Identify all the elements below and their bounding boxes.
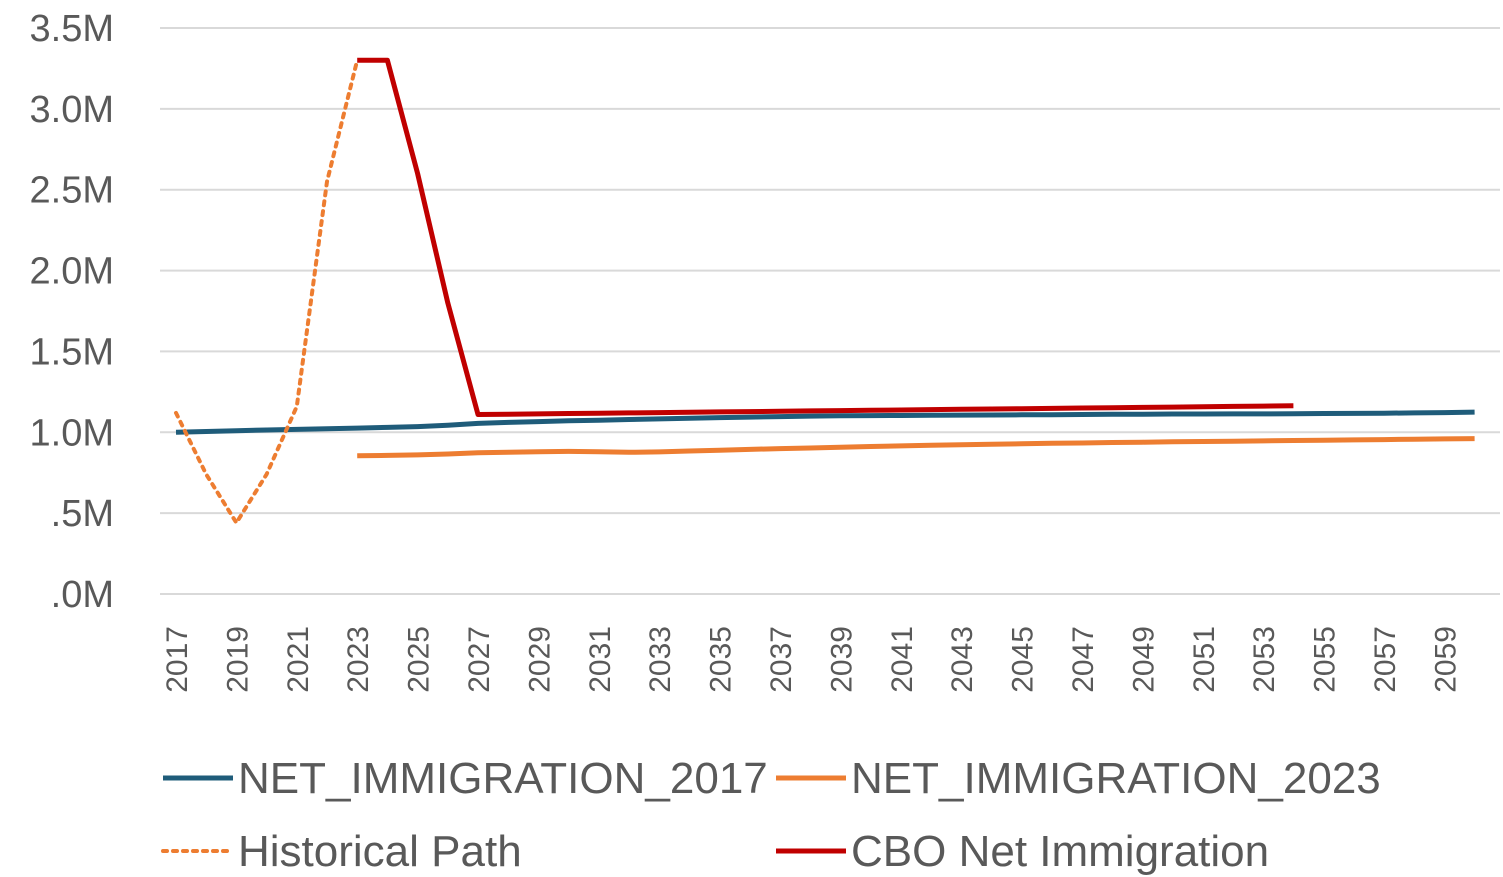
y-tick-label: 2.0M xyxy=(30,251,114,293)
x-tick-label: 2047 xyxy=(1067,626,1100,693)
gridlines xyxy=(160,27,1500,595)
x-tick-label: 2049 xyxy=(1127,626,1160,693)
y-tick-label: .0M xyxy=(51,574,114,616)
x-tick-label: 2053 xyxy=(1248,626,1281,693)
series-line-cbo-net-immigration xyxy=(357,57,1294,417)
x-tick-label: 2041 xyxy=(886,626,919,693)
y-tick-label: 3.5M xyxy=(30,8,114,50)
x-tick-label: 2023 xyxy=(342,626,375,693)
series-line-historical-path xyxy=(174,58,360,525)
series-line-net-immigration-2023 xyxy=(357,436,1475,459)
series-lines xyxy=(174,57,1475,525)
x-tick-label: 2051 xyxy=(1188,626,1221,693)
x-tick-label: 2027 xyxy=(463,626,496,693)
x-tick-label: 2043 xyxy=(946,626,979,693)
legend-label: Historical Path xyxy=(238,827,522,876)
x-tick-label: 2057 xyxy=(1369,626,1402,693)
y-tick-label: 1.5M xyxy=(30,331,114,373)
legend-label: NET_IMMIGRATION_2023 xyxy=(851,754,1381,803)
x-tick-label: 2055 xyxy=(1309,626,1342,693)
x-tick-label: 2031 xyxy=(584,626,617,693)
x-tick-label: 2059 xyxy=(1429,626,1462,693)
legend: NET_IMMIGRATION_2017 NET_IMMIGRATION_2023… xyxy=(161,754,1381,876)
x-tick-label: 2035 xyxy=(705,626,738,693)
x-tick-label: 2029 xyxy=(523,626,556,693)
legend-label: CBO Net Immigration xyxy=(851,827,1269,876)
y-tick-label: 1.0M xyxy=(30,412,114,454)
x-axis: 2017 2019 2021 2023 2025 2027 2029 2031 2033 2035… xyxy=(161,626,1462,693)
y-axis: .0M .5M 1.0M 1.5M 2.0M 2.5M 3.0M 3.5M xyxy=(30,8,114,616)
x-tick-label: 2039 xyxy=(825,626,858,693)
y-tick-label: 3.0M xyxy=(30,89,114,131)
y-tick-label: .5M xyxy=(51,493,114,535)
series-line-net-immigration-2017 xyxy=(175,409,1475,435)
x-tick-label: 2021 xyxy=(282,626,315,693)
x-tick-label: 2045 xyxy=(1007,626,1040,693)
x-tick-label: 2017 xyxy=(161,626,194,693)
x-tick-label: 2025 xyxy=(403,626,436,693)
legend-label: NET_IMMIGRATION_2017 xyxy=(238,754,768,803)
x-tick-label: 2037 xyxy=(765,626,798,693)
x-tick-label: 2033 xyxy=(644,626,677,693)
y-tick-label: 2.5M xyxy=(30,170,114,212)
x-tick-label: 2019 xyxy=(221,626,254,693)
